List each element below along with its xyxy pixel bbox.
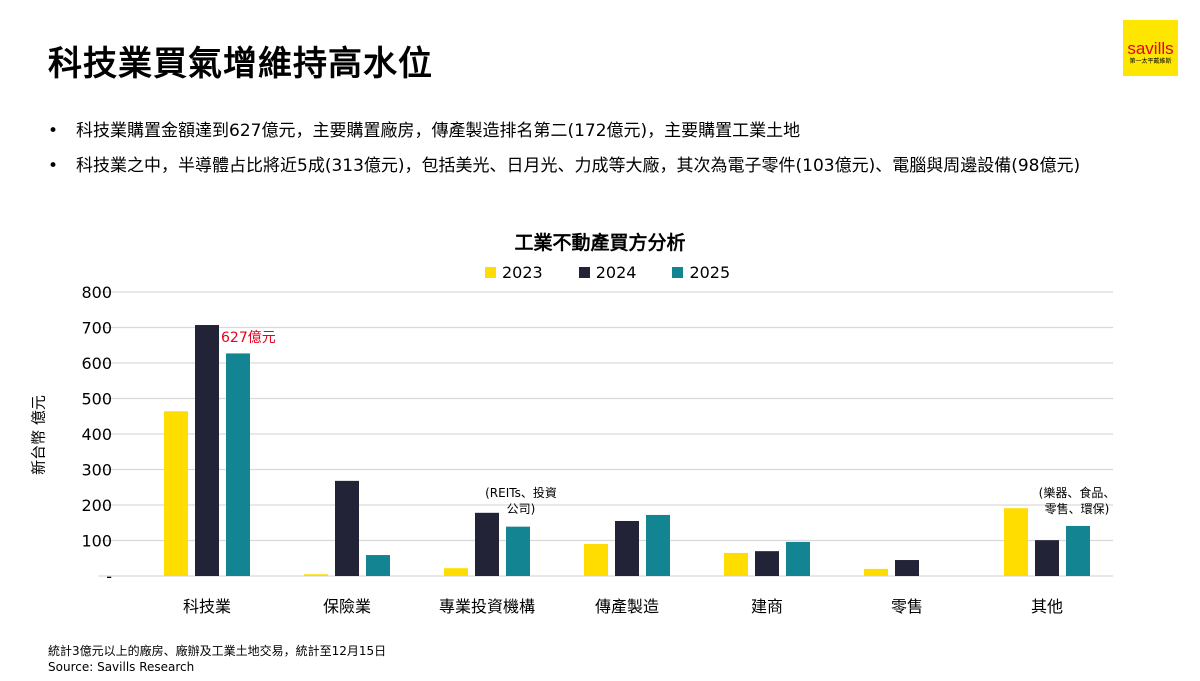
y-tick-label: 400 (81, 425, 112, 444)
bar-2023 (1004, 508, 1028, 576)
bullet-text: 科技業之中，半導體占比將近5成(313億元)，包括美光、日月光、力成等大廠，其次… (76, 156, 1081, 176)
bar-2023 (164, 411, 188, 576)
bar-2024 (895, 560, 919, 576)
annotation-reits: 公司) (507, 502, 536, 516)
legend-swatch (578, 267, 590, 278)
legend-label: 2024 (595, 263, 637, 282)
y-tick-label: - (106, 567, 112, 586)
x-tick-label: 專業投資機構 (439, 597, 535, 616)
bar-2024 (615, 520, 639, 576)
bar-2025 (226, 353, 250, 576)
legend-swatch (672, 267, 684, 278)
x-tick-label: 建商 (751, 597, 783, 616)
annotation-reits: (REITs、投資 (485, 485, 557, 500)
y-tick-label: 200 (81, 496, 112, 515)
logo-subtitle: 第一太平戴維斯 (1129, 58, 1172, 65)
y-tick-label: 800 (81, 283, 112, 302)
bar-2025 (786, 541, 810, 576)
footnote: 統計3億元以上的廠房、廠辦及工業土地交易，統計至12月15日 (48, 644, 387, 658)
y-tick-label: 300 (81, 461, 112, 480)
bullet-item: • 科技業之中，半導體占比將近5成(313億元)，包括美光、日月光、力成等大廠，其… (48, 153, 1086, 179)
bar-2025 (366, 555, 390, 576)
annotation-627: 627億元 (221, 330, 276, 346)
bar-2024 (335, 480, 359, 576)
x-tick-label: 科技業 (183, 597, 231, 616)
legend-label: 2023 (502, 263, 543, 282)
y-tick-label: 700 (81, 319, 112, 338)
x-tick-label: 保險業 (323, 597, 371, 616)
x-tick-label: 零售 (891, 597, 923, 616)
bar-2025 (646, 514, 670, 576)
bar-2024 (475, 512, 499, 576)
legend-item-2024: 2024 (578, 263, 637, 282)
x-tick-label: 其他 (1031, 597, 1063, 616)
bar-2025 (1066, 525, 1090, 576)
chart-title: 工業不動產買方分析 (514, 232, 686, 254)
bar-2023 (444, 568, 468, 576)
legend-item-2023: 2023 (485, 263, 543, 282)
legend-label: 2025 (689, 263, 731, 282)
bullet-list: • 科技業購置金額達到627億元，主要購置廠房，傳產製造排名第二(172億元)，主… (48, 118, 1086, 188)
bar-2024 (1035, 540, 1059, 576)
page-title: 科技業買氣增維持高水位 (48, 44, 433, 84)
bar-2023 (724, 552, 748, 576)
bar-2024 (755, 551, 779, 576)
bar-2025 (506, 526, 530, 576)
savills-logo: savills 第一太平戴維斯 (1123, 20, 1178, 76)
bullet-text: 科技業購置金額達到627億元，主要購置廠房，傳產製造排名第二(172億元)，主要… (76, 121, 801, 141)
y-tick-label: 500 (81, 390, 112, 409)
y-tick-label: 600 (81, 354, 112, 373)
y-tick-label: 100 (81, 532, 112, 551)
logo-brand: savills (1127, 39, 1174, 58)
bar-2023 (584, 544, 608, 576)
bar-2023 (864, 568, 888, 576)
annotation-other: (樂器、食品、 (1039, 485, 1116, 500)
source-note: Source: Savills Research (48, 660, 195, 674)
bar-2024 (195, 325, 219, 576)
legend-swatch (485, 267, 496, 278)
chart-legend: 2023 2024 2025 (485, 263, 730, 282)
legend-item-2025: 2025 (672, 263, 730, 282)
bar-2023 (304, 574, 328, 576)
annotation-other: 零售、環保) (1045, 501, 1110, 516)
x-tick-label: 傳產製造 (595, 597, 659, 616)
bullet-item: • 科技業購置金額達到627億元，主要購置廠房，傳產製造排名第二(172億元)，主… (48, 118, 1086, 144)
